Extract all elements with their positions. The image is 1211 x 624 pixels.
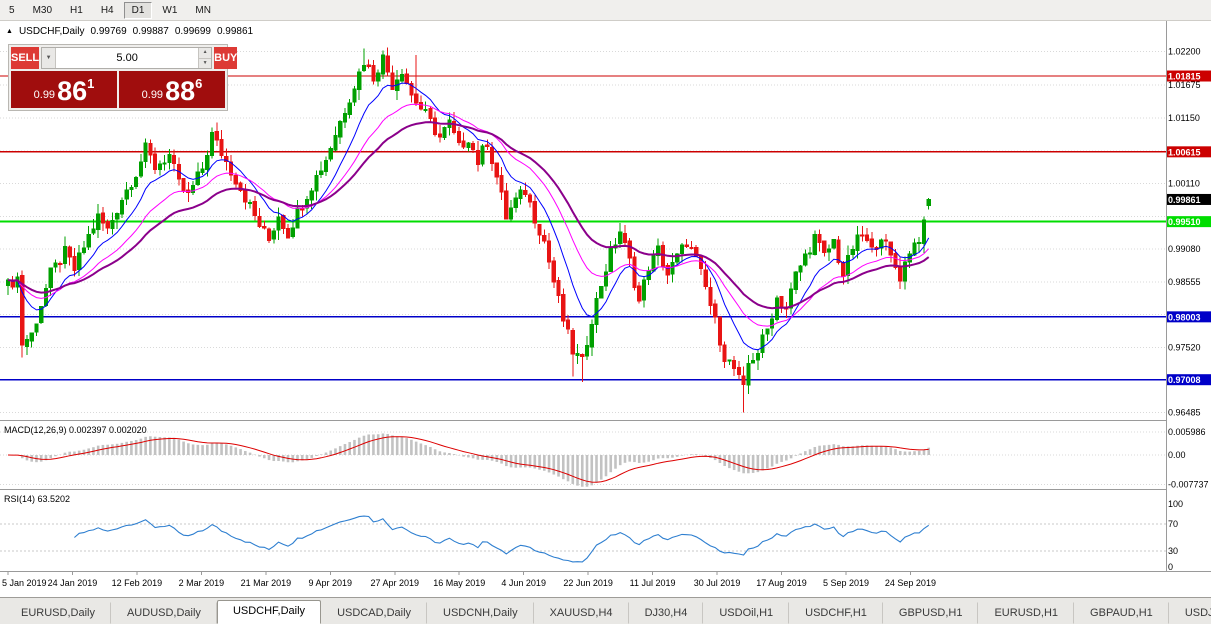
moving-average-lines bbox=[7, 82, 930, 351]
svg-text:-0.007737: -0.007737 bbox=[1168, 480, 1209, 490]
svg-text:0.00: 0.00 bbox=[1168, 450, 1186, 460]
svg-text:2 Mar 2019: 2 Mar 2019 bbox=[179, 578, 225, 588]
volume-decrease-button[interactable]: ▼ bbox=[199, 58, 212, 68]
svg-text:70: 70 bbox=[1168, 519, 1178, 529]
sell-price-display[interactable]: 0.99 86 1 bbox=[11, 71, 117, 108]
buy-price-pip-digit: 6 bbox=[195, 76, 203, 91]
svg-text:1.01150: 1.01150 bbox=[1168, 113, 1200, 123]
price-chart-surface[interactable]: 1.02200 1.01675 1.01150 1.00110 0.99080 0.985… bbox=[0, 21, 1211, 597]
svg-text:0.99861: 0.99861 bbox=[1168, 195, 1201, 205]
chart-tab-xauusd-h4[interactable]: XAUUSD,H4 bbox=[534, 602, 629, 624]
svg-text:12 Feb 2019: 12 Feb 2019 bbox=[112, 578, 163, 588]
svg-text:24 Sep 2019: 24 Sep 2019 bbox=[885, 578, 936, 588]
svg-text:100: 100 bbox=[1168, 499, 1183, 509]
chart-tab-eurusd-daily[interactable]: EURUSD,Daily bbox=[5, 602, 111, 624]
sell-price-pip-digit: 1 bbox=[87, 76, 95, 91]
volume-dropdown-button[interactable]: ▼ bbox=[42, 48, 57, 68]
svg-text:0.97520: 0.97520 bbox=[1168, 342, 1201, 352]
svg-text:0: 0 bbox=[1168, 562, 1173, 572]
chart-tab-eurusd-h1[interactable]: EURUSD,H1 bbox=[978, 602, 1075, 624]
svg-text:21 Mar 2019: 21 Mar 2019 bbox=[241, 578, 292, 588]
volume-control: ▼ ▲ ▼ bbox=[41, 47, 213, 69]
svg-text:0.005986: 0.005986 bbox=[1168, 427, 1206, 437]
timeframe-button-h4[interactable]: H4 bbox=[100, 4, 114, 16]
macd-panel bbox=[0, 431, 1166, 487]
rsi-panel bbox=[0, 515, 1166, 563]
ohlc-high-value: 0.99887 bbox=[132, 26, 169, 37]
chart-tab-usdchf-h1[interactable]: USDCHF,H1 bbox=[789, 602, 883, 624]
svg-text:17 Aug 2019: 17 Aug 2019 bbox=[756, 578, 807, 588]
svg-text:30: 30 bbox=[1168, 546, 1178, 556]
svg-text:0.97008: 0.97008 bbox=[1168, 375, 1201, 385]
svg-text:30 Jul 2019: 30 Jul 2019 bbox=[694, 578, 741, 588]
svg-text:22 Jun 2019: 22 Jun 2019 bbox=[563, 578, 613, 588]
svg-text:5 Sep 2019: 5 Sep 2019 bbox=[823, 578, 869, 588]
tick-up-icon: ▲ bbox=[6, 27, 13, 35]
volume-increase-button[interactable]: ▲ bbox=[199, 48, 212, 59]
svg-text:0.98003: 0.98003 bbox=[1168, 312, 1201, 322]
timeframe-button-d1[interactable]: D1 bbox=[123, 1, 153, 19]
chart-tab-gbpusd-h1[interactable]: GBPUSD,H1 bbox=[883, 602, 979, 624]
chart-tab-usdcnh-daily[interactable]: USDCNH,Daily bbox=[427, 602, 534, 624]
chart-tab-usdchf-daily[interactable]: USDCHF,Daily bbox=[216, 600, 322, 624]
candles bbox=[5, 47, 931, 413]
svg-text:1.02200: 1.02200 bbox=[1168, 47, 1201, 57]
svg-text:24 Jan 2019: 24 Jan 2019 bbox=[48, 578, 98, 588]
chart-tab-audusd-daily[interactable]: AUDUSD,Daily bbox=[111, 602, 217, 624]
timeframe-button-w1[interactable]: W1 bbox=[162, 4, 178, 16]
price-scale[interactable]: 1.02200 1.01675 1.01150 1.00110 0.99080 0.985… bbox=[1167, 47, 1211, 572]
chart-tab-usdoil-h1[interactable]: USDOil,H1 bbox=[703, 602, 790, 624]
buy-price-display[interactable]: 0.99 88 6 bbox=[119, 71, 225, 108]
ohlc-open-value: 0.99769 bbox=[90, 26, 127, 37]
buy-price-big-digits: 88 bbox=[165, 76, 196, 106]
timeframe-button-mn[interactable]: MN bbox=[195, 4, 211, 16]
timeframe-toolbar: 5 M30 H1 H4 D1 W1 MN bbox=[0, 0, 1211, 21]
buy-price-prefix: 0.99 bbox=[141, 89, 164, 101]
chevron-down-icon: ▼ bbox=[45, 55, 52, 61]
chart-area[interactable]: 1.02200 1.01675 1.01150 1.00110 0.99080 0.985… bbox=[0, 21, 1211, 597]
sell-price-big-digits: 86 bbox=[57, 76, 88, 106]
svg-text:5 Jan 2019: 5 Jan 2019 bbox=[2, 578, 47, 588]
svg-text:9 Apr 2019: 9 Apr 2019 bbox=[309, 578, 353, 588]
svg-text:0.98555: 0.98555 bbox=[1168, 277, 1201, 287]
svg-text:1.01675: 1.01675 bbox=[1168, 80, 1201, 90]
sell-button[interactable]: SELL bbox=[11, 47, 40, 69]
rsi-label: RSI(14) 63.5202 bbox=[4, 494, 70, 504]
svg-text:0.99080: 0.99080 bbox=[1168, 244, 1201, 254]
macd-label: MACD(12,26,9) 0.002397 0.002020 bbox=[4, 425, 147, 435]
timeframe-button-h1[interactable]: H1 bbox=[70, 4, 83, 16]
svg-text:1.00615: 1.00615 bbox=[1168, 147, 1201, 157]
ohlc-close-value: 0.99861 bbox=[216, 26, 254, 37]
chart-tab-gbpaud-h1[interactable]: GBPAUD,H1 bbox=[1074, 602, 1169, 624]
timeframe-button-5[interactable]: 5 bbox=[9, 4, 15, 16]
buy-button[interactable]: BUY bbox=[214, 47, 238, 69]
volume-spinner: ▲ ▼ bbox=[198, 48, 212, 68]
chart-tab-usdcad-daily[interactable]: USDCAD,Daily bbox=[321, 602, 428, 624]
chart-tab-dj30-h4[interactable]: DJ30,H4 bbox=[629, 602, 704, 624]
time-axis[interactable]: 5 Jan 2019 24 Jan 2019 12 Feb 2019 2 Mar 20… bbox=[2, 572, 936, 588]
timeframe-button-m30[interactable]: M30 bbox=[32, 4, 53, 16]
chart-tab-usdjp[interactable]: USDJP bbox=[1169, 602, 1211, 624]
volume-input[interactable] bbox=[56, 48, 199, 68]
svg-text:1.00110: 1.00110 bbox=[1168, 179, 1200, 189]
sell-price-prefix: 0.99 bbox=[33, 89, 56, 101]
chart-header: ▲ USDCHF,Daily 0.99769 0.99887 0.99699 0… bbox=[6, 26, 253, 37]
svg-text:27 Apr 2019: 27 Apr 2019 bbox=[370, 578, 419, 588]
svg-text:0.99510: 0.99510 bbox=[1168, 217, 1201, 227]
chart-tab-bar: EURUSD,Daily AUDUSD,Daily USDCHF,Daily USDC… bbox=[0, 597, 1211, 624]
svg-text:1.01815: 1.01815 bbox=[1168, 72, 1201, 82]
svg-text:11 Jul 2019: 11 Jul 2019 bbox=[630, 578, 676, 588]
svg-text:4 Jun 2019: 4 Jun 2019 bbox=[501, 578, 546, 588]
chart-symbol-label: USDCHF,Daily bbox=[18, 26, 85, 37]
svg-text:0.96485: 0.96485 bbox=[1168, 408, 1201, 418]
svg-text:16 May 2019: 16 May 2019 bbox=[433, 578, 485, 588]
ohlc-low-value: 0.99699 bbox=[174, 26, 211, 37]
